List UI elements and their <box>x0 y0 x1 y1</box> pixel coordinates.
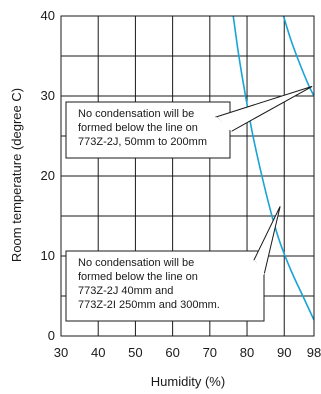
x-tick-label: 60 <box>165 345 179 360</box>
annotation-line: No condensation will be <box>78 257 194 269</box>
plot-frame <box>60 15 315 337</box>
annotation-box <box>65 250 265 322</box>
annotation-1: No condensation will be formed below the … <box>65 85 313 159</box>
x-tick-label: 50 <box>128 345 142 360</box>
y-tick-label: 10 <box>41 248 55 263</box>
y-tick-label: 20 <box>41 168 55 183</box>
annotation-line: 773Z-2I 250mm and 300mm. <box>78 299 220 311</box>
annotation-line: No condensation will be <box>78 108 194 120</box>
annotation-pointer-join <box>252 259 265 276</box>
x-tick-label: 98 <box>307 345 321 360</box>
x-axis-title: Humidity (%) <box>151 374 225 389</box>
x-tick-label: 40 <box>91 345 105 360</box>
y-axis-title: Room temperature (degree C) <box>9 88 24 262</box>
y-tick-label: 0 <box>48 328 55 343</box>
annotation-pointer <box>253 206 281 277</box>
annotation-line: 773Z-2J, 50mm to 200mm <box>78 136 207 148</box>
y-tick-label: 30 <box>41 88 55 103</box>
x-tick-label: 80 <box>240 345 254 360</box>
series-line-2 <box>282 16 314 97</box>
annotation-line: formed below the line on <box>78 271 198 283</box>
annotation-pointer-join <box>214 116 233 132</box>
annotation-line: formed below the line on <box>78 122 198 134</box>
x-tick-label: 70 <box>203 345 217 360</box>
x-tick-label: 90 <box>277 345 291 360</box>
series-line-1 <box>232 16 314 321</box>
annotation-line: 773Z-2J 40mm and <box>78 285 173 297</box>
y-tick-label: 40 <box>41 8 55 23</box>
annotation-2: No condensation will be formed below the … <box>65 206 281 322</box>
annotation-box <box>65 101 231 159</box>
x-tick-label: 30 <box>54 345 68 360</box>
